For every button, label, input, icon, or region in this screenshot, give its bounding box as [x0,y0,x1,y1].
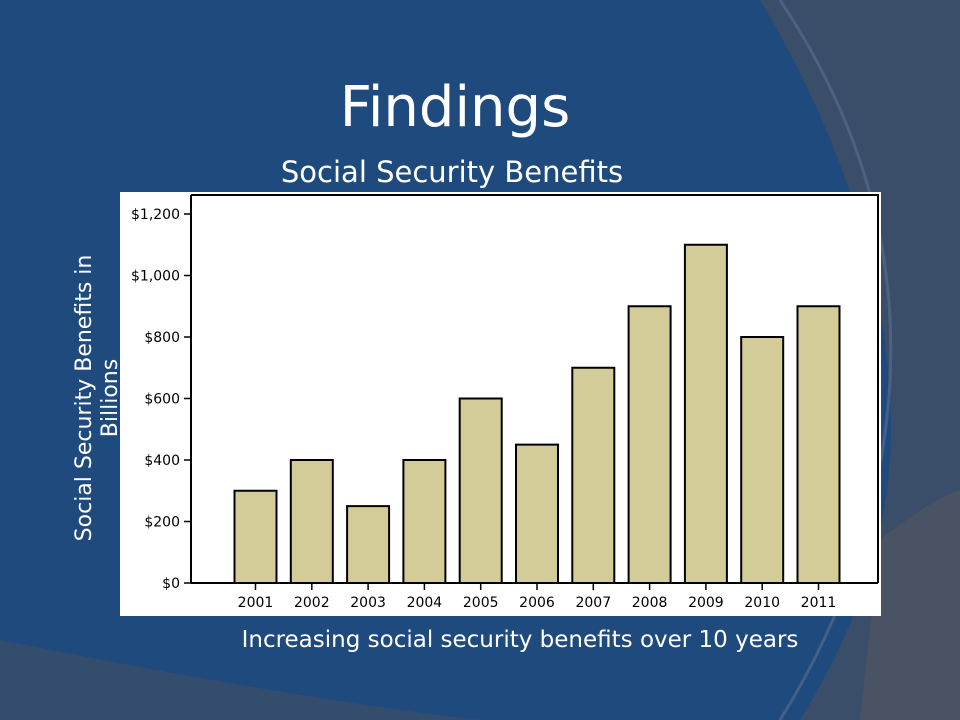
y-tick-label: $1,000 [131,269,180,285]
bar-2011 [796,305,841,584]
x-axis-label: Increasing social security benefits over… [241,627,799,653]
x-tick-label: 2008 [632,595,668,611]
x-tick-label: 2010 [744,595,780,611]
y-tick-label: $200 [144,515,180,531]
y-axis-label: Social Security Benefits in Billions [72,254,123,542]
bar-2003 [346,505,391,584]
chart-plot-area: $0 $200 $400 $600 $800 $1,000 $1,200 2001 2002 20… [120,192,881,616]
y-tick-label: $0 [162,576,180,592]
y-tick-label: $800 [144,330,180,346]
bar-chart: $0 $200 $400 $600 $800 $1,000 $1,200 2001 2002 20… [131,194,879,611]
bar-2007 [571,366,616,584]
x-tick-label: 2006 [519,595,555,611]
y-tick-label: $400 [144,453,180,469]
x-tick-label: 2009 [688,595,724,611]
chart-title: Social Security Benefits [280,155,624,189]
y-tick-label: $600 [144,392,180,408]
plot-frame [191,194,879,583]
bar-2002 [289,459,334,584]
x-tick-label: 2007 [575,595,611,611]
bar-2006 [515,443,559,584]
x-tick-label: 2004 [407,595,443,611]
bar-2009 [683,243,728,584]
bar-2004 [402,459,447,584]
bar-2010 [740,336,785,584]
bar-2005 [458,397,503,584]
x-tick-label: 2001 [238,595,274,611]
x-tick-label: 2011 [801,595,837,611]
slide-title: Findings [339,75,571,140]
y-tick-label: $1,200 [131,207,180,223]
x-tick-label: 2003 [350,595,386,611]
bar-2008 [627,305,672,584]
bar-2001 [233,489,278,584]
x-tick-label: 2002 [294,595,330,611]
x-tick-label: 2005 [463,595,499,611]
